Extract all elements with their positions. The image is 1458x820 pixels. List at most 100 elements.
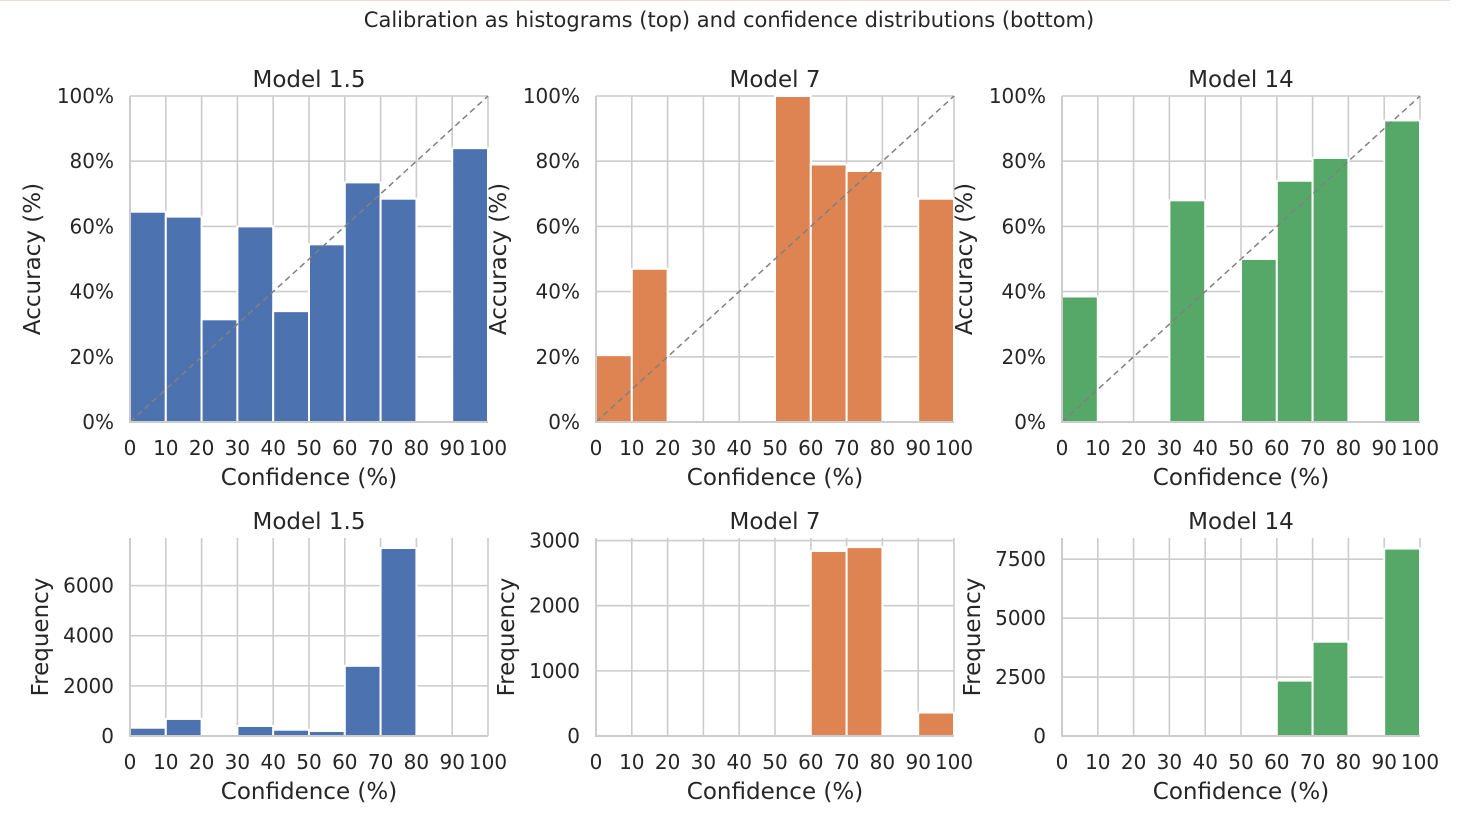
y-tick-label: 5000 [995, 606, 1046, 630]
chart-bottom-model-14: Model 14 0 10 20 30 40 50 60 70 80 90 100 0 2500 5000 7… [960, 509, 1439, 805]
y-tick-label: 7500 [995, 547, 1046, 571]
x-tick-label: 40 [1192, 750, 1217, 774]
x-tick-label: 80 [404, 436, 429, 460]
histogram-bar [774, 95, 812, 423]
x-tick-label: 0 [124, 436, 137, 460]
x-tick-label: 20 [189, 750, 214, 774]
x-tick-label: 80 [404, 750, 429, 774]
axis-spine [129, 96, 488, 423]
x-tick-label: 30 [691, 750, 716, 774]
x-tick-label: 20 [655, 436, 680, 460]
histogram-bar [630, 267, 669, 423]
y-tick-label: 40% [536, 280, 580, 304]
y-tick-label: 80% [536, 149, 580, 173]
y-tick-label: 20% [1002, 345, 1046, 369]
x-tick-label: 30 [225, 750, 250, 774]
perfect-calibration-line [1061, 95, 1421, 423]
histogram-bar [129, 726, 167, 738]
x-axis-label: Confidence (%) [1153, 465, 1329, 491]
y-axis-label: Frequency [28, 578, 54, 697]
axis-spine [129, 538, 488, 737]
x-tick-label: 40 [726, 750, 751, 774]
y-axis-label: Accuracy (%) [952, 183, 978, 335]
x-tick-label: 10 [153, 750, 178, 774]
y-tick-label: 2000 [63, 674, 114, 698]
subplot-title: Model 14 [1188, 67, 1294, 93]
y-tick-label: 40% [1002, 280, 1046, 304]
x-tick-label: 90 [1371, 750, 1396, 774]
histogram-bar [451, 147, 490, 423]
chart-top-model-1-5: Model 1.5 0 10 20 30 40 50 60 70 80 90 100 0% 20% 40% 6… [20, 67, 507, 491]
histogram-bar [1275, 179, 1314, 423]
y-tick-label: 80% [1002, 149, 1046, 173]
histogram-bar [917, 711, 956, 737]
histogram-bar [1061, 295, 1099, 423]
x-tick-label: 70 [368, 750, 393, 774]
x-tick-label: 10 [1085, 750, 1110, 774]
chart-bottom-model-7: Model 70 10 20 30 40 50 60 70 80 90 10001000200030… [494, 509, 973, 805]
x-tick-label: 40 [260, 436, 285, 460]
x-tick-label: 10 [619, 750, 644, 774]
y-tick-label: 0% [82, 410, 114, 434]
histogram-bar [1275, 679, 1314, 737]
histogram-bar [236, 225, 275, 423]
x-tick-label: 10 [619, 436, 644, 460]
histogram-bar [1311, 156, 1350, 423]
x-tick-label: 80 [870, 436, 895, 460]
x-tick-label: 90 [905, 436, 930, 460]
x-tick-label: 50 [296, 750, 321, 774]
histogram-bar [1383, 547, 1421, 737]
perfect-calibration-line [595, 95, 955, 423]
x-tick-label: 100 [1401, 750, 1439, 774]
x-tick-label: 90 [1371, 436, 1396, 460]
x-tick-label: 40 [726, 436, 751, 460]
chart-bottom-model-1-5: Model 1.5 0 10 20 30 40 50 60 70 80 90 100 0 2000 4000… [28, 509, 507, 805]
x-tick-label: 70 [834, 436, 859, 460]
x-tick-label: 80 [870, 750, 895, 774]
y-tick-label: 3000 [529, 529, 580, 553]
y-axis-label: Accuracy (%) [20, 183, 46, 335]
subplot-title: Model 1.5 [253, 509, 366, 535]
y-tick-label: 2000 [529, 594, 580, 618]
x-tick-label: 100 [935, 436, 973, 460]
x-tick-label: 30 [225, 436, 250, 460]
histogram-bar [272, 310, 311, 423]
axis-spine [595, 538, 954, 737]
x-tick-label: 20 [1121, 436, 1146, 460]
y-tick-label: 0 [1033, 724, 1046, 748]
histogram-bar [200, 318, 239, 423]
x-tick-label: 20 [1121, 750, 1146, 774]
y-tick-label: 100% [523, 84, 580, 108]
y-tick-label: 100% [989, 84, 1046, 108]
histogram-bar [343, 664, 382, 738]
histogram-bar [379, 547, 418, 738]
histogram-bar [809, 163, 848, 424]
histogram-bar [1168, 199, 1207, 423]
y-tick-label: 20% [536, 345, 580, 369]
subplot-title: Model 7 [729, 67, 820, 93]
axis-spine [1061, 538, 1420, 737]
x-tick-label: 90 [439, 750, 464, 774]
x-tick-label: 30 [691, 436, 716, 460]
histogram-bar [1383, 119, 1421, 423]
y-tick-label: 0 [567, 724, 580, 748]
histogram-bar [1311, 640, 1350, 738]
y-tick-label: 6000 [63, 574, 114, 598]
y-axis-label: Frequency [960, 578, 986, 697]
chart-top-model-14: Model 14 0 10 20 30 40 50 60 70 80 90 100 0% 20% 40% 60… [952, 67, 1439, 491]
x-tick-label: 10 [153, 436, 178, 460]
x-tick-label: 60 [332, 750, 357, 774]
histogram-bar [164, 215, 203, 423]
x-tick-label: 80 [1336, 750, 1361, 774]
x-tick-label: 50 [762, 750, 787, 774]
histogram-bar [343, 181, 382, 423]
subplot-title: Model 1.5 [253, 67, 366, 93]
x-tick-label: 100 [469, 436, 507, 460]
x-tick-label: 60 [332, 436, 357, 460]
x-tick-label: 0 [590, 750, 603, 774]
histogram-bar [164, 717, 203, 738]
y-tick-label: 4000 [63, 624, 114, 648]
axis-spine [1061, 96, 1420, 423]
y-tick-label: 40% [70, 280, 114, 304]
x-tick-label: 90 [905, 750, 930, 774]
